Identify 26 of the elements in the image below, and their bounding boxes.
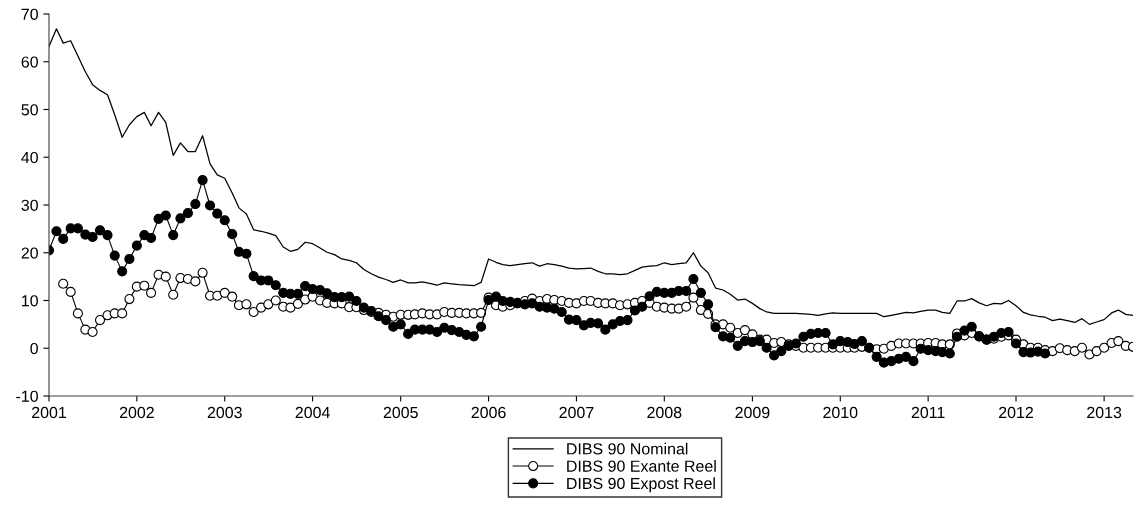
x-tick-label: 2013 — [1087, 406, 1122, 419]
x-tick-label: 2008 — [647, 406, 682, 419]
y-tick-label: 40 — [21, 151, 38, 164]
x-tick-label: 2003 — [207, 406, 242, 419]
x-tick-label: 2006 — [471, 406, 506, 419]
x-tick-label: 2004 — [295, 406, 330, 419]
y-tick-label: 70 — [21, 8, 38, 20]
x-tick-label: 2007 — [559, 406, 594, 419]
y-tick-label: 0 — [30, 342, 38, 355]
x-tick-label: 2012 — [999, 406, 1033, 419]
y-tick-label: 50 — [21, 104, 38, 116]
legend-label: DIBS 90 Nominal — [567, 442, 688, 455]
y-tick-label: 20 — [21, 247, 38, 259]
x-tick-label: 2005 — [383, 406, 418, 419]
y-tick-label: 60 — [21, 56, 38, 68]
line-series — [49, 28, 1133, 325]
x-tick-label: 2011 — [911, 406, 945, 419]
legend-label: DIBS 90 Expost Reel — [567, 477, 715, 493]
y-tick-label: -10 — [16, 390, 38, 402]
x-tick-label: 2001 — [32, 406, 66, 419]
y-tick-label: 10 — [22, 295, 38, 307]
x-tick-label: 2010 — [823, 406, 858, 419]
legend-label: DIBS 90 Exante Reel — [567, 460, 716, 472]
y-tick-label: 30 — [21, 199, 38, 211]
x-tick-label: 2009 — [735, 406, 770, 419]
x-tick-label: 2002 — [119, 406, 154, 419]
